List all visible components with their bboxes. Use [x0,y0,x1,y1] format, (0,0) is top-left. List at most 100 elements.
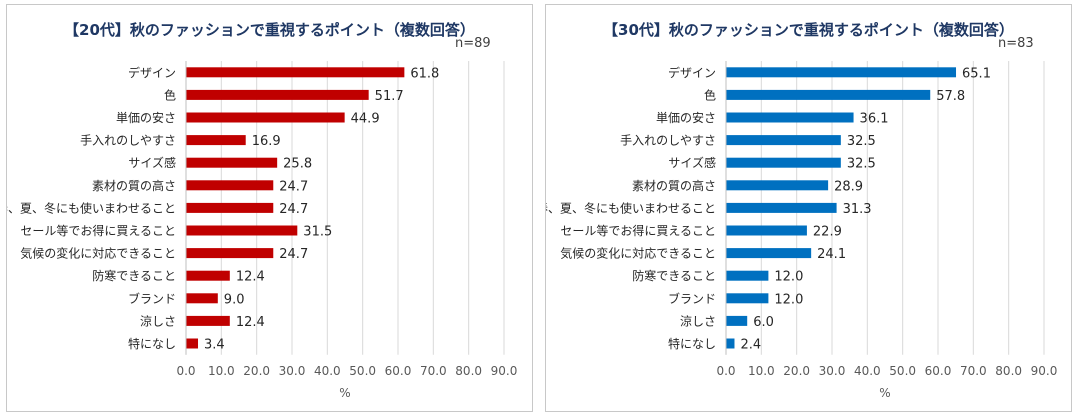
x-tick-label: 80.0 [455,364,482,378]
bar [186,225,298,236]
category-label: 手入れのしやすさ [80,134,176,148]
chart-title: 【20代】秋のファッションで重視するポイント（複数回答） [64,21,475,39]
data-label: 2.4 [740,338,761,353]
x-tick-label: 40.0 [854,364,881,378]
category-label: 色 [164,88,176,102]
category-label: 防寒できること [632,268,716,283]
data-label: 44.9 [351,112,380,127]
category-label: サイズ感 [128,155,176,170]
bar [186,248,274,259]
bar [186,180,274,191]
x-tick-label: 90.0 [491,364,518,378]
data-label: 12.4 [236,315,265,330]
bar [726,112,854,123]
x-tick-label: 10.0 [208,364,235,378]
x-tick-label: 0.0 [716,364,735,378]
category-label: 特になし [668,336,716,351]
data-label: 24.7 [279,202,308,217]
category-label: サイズ感 [668,155,716,170]
bar [726,225,807,236]
data-label: 24.1 [817,247,846,262]
bar-chart-20s: 0.0 10.0 20.0 30.0 40.0 50.0 60.0 70.0 80.0 90.0%… [7,61,518,400]
data-label: 12.0 [774,270,803,285]
bar [726,338,735,349]
category-label: 単価の安さ [656,110,716,125]
data-label: 32.5 [847,157,876,172]
x-tick-label: 60.0 [925,364,952,378]
x-tick-label: 80.0 [995,364,1022,378]
data-label: 31.3 [843,202,872,217]
data-label: 3.4 [204,338,225,353]
data-label: 22.9 [813,225,842,240]
category-label: 特になし [128,336,176,351]
bar [726,157,841,168]
data-label: 25.8 [283,157,312,172]
data-label: 61.8 [410,66,439,81]
category-label: 気候の変化に対応できること [560,246,716,261]
category-label: 春、夏、冬にも使いまわせること [7,200,176,215]
data-label: 16.9 [252,134,281,149]
x-tick-label: 40.0 [314,364,341,378]
data-label: 24.7 [279,247,308,262]
data-label: 24.7 [279,179,308,194]
category-label: デザイン [128,65,176,80]
x-axis-label: % [879,386,890,400]
bar [726,89,931,100]
bar [186,112,345,123]
bar [726,315,748,326]
bar [186,293,218,304]
x-tick-label: 50.0 [889,364,916,378]
bar [186,270,230,281]
chart-panel-20s: 【20代】秋のファッションで重視するポイント（複数回答） n=89 0.0 10.… [6,4,533,412]
category-label: 色 [704,88,716,102]
bar [186,338,199,349]
category-label: 涼しさ [140,313,176,328]
sample-size: n=89 [455,36,491,51]
bar [726,270,769,281]
x-tick-label: 60.0 [385,364,412,378]
x-tick-label: 70.0 [960,364,987,378]
data-label: 12.4 [236,270,265,285]
data-label: 51.7 [375,89,404,104]
x-tick-label: 30.0 [819,364,846,378]
x-tick-label: 10.0 [748,364,775,378]
x-tick-label: 20.0 [783,364,810,378]
x-tick-label: 0.0 [176,364,195,378]
data-label: 36.1 [860,112,889,127]
bar-chart-30s: 0.0 10.0 20.0 30.0 40.0 50.0 60.0 70.0 80.0 90.0%… [546,61,1058,400]
data-label: 57.8 [936,89,965,104]
data-label: 6.0 [753,315,774,330]
x-tick-label: 70.0 [420,364,447,378]
category-label: 素材の質の高さ [92,178,176,193]
category-label: 気候の変化に対応できること [20,246,176,261]
data-label: 65.1 [962,66,991,81]
bar [186,315,230,326]
bar [726,135,841,146]
x-tick-label: 50.0 [349,364,376,378]
bar [726,202,837,213]
bar [726,248,812,259]
category-label: ブランド [128,291,176,306]
x-tick-label: 90.0 [1031,364,1058,378]
data-label: 31.5 [303,225,332,240]
category-label: セール等でお得に買えること [20,223,176,238]
data-label: 9.0 [224,292,245,307]
category-label: 素材の質の高さ [632,178,716,193]
bar [726,67,957,78]
x-axis-label: % [339,386,350,400]
chart-title: 【30代】秋のファッションで重視するポイント（複数回答） [603,21,1014,39]
data-label: 32.5 [847,134,876,149]
bar [186,89,369,100]
bar [726,180,829,191]
bar [186,157,278,168]
x-tick-label: 30.0 [279,364,306,378]
chart-panel-30s: 【30代】秋のファッションで重視するポイント（複数回答） n=83 0.0 10.… [545,4,1072,412]
category-label: 防寒できること [92,268,176,283]
data-label: 12.0 [774,292,803,307]
category-label: 単価の安さ [116,110,176,125]
bar [186,135,246,146]
category-label: セール等でお得に買えること [560,223,716,238]
category-label: 涼しさ [680,313,716,328]
bar [186,202,274,213]
category-label: デザイン [668,65,716,80]
